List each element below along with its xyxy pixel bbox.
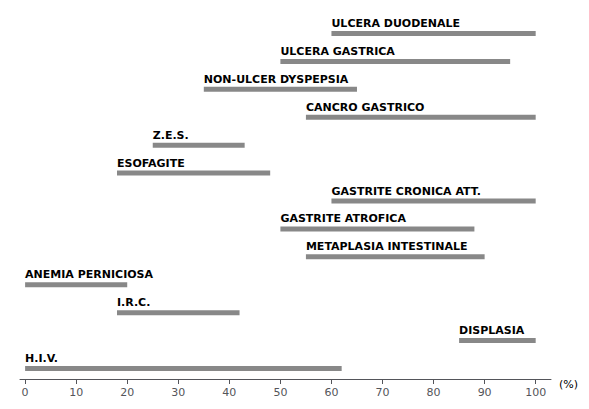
svg-text:50: 50 [273,386,287,399]
svg-text:100: 100 [525,386,546,399]
svg-text:90: 90 [478,386,492,399]
svg-text:30: 30 [171,386,185,399]
svg-text:CANCRO GASTRICO: CANCRO GASTRICO [306,101,424,114]
svg-text:60: 60 [324,386,338,399]
svg-text:70: 70 [376,386,390,399]
svg-text:ULCERA DUODENALE: ULCERA DUODENALE [331,17,460,30]
svg-text:DISPLASIA: DISPLASIA [459,324,525,337]
svg-text:ULCERA GASTRICA: ULCERA GASTRICA [280,45,395,58]
svg-text:0: 0 [22,386,29,399]
svg-text:I.R.C.: I.R.C. [117,296,150,309]
svg-text:GASTRITE ATROFICA: GASTRITE ATROFICA [280,212,406,225]
svg-text:GASTRITE CRONICA ATT.: GASTRITE CRONICA ATT. [331,185,480,198]
svg-text:METAPLASIA INTESTINALE: METAPLASIA INTESTINALE [306,240,468,253]
svg-text:(%): (%) [559,378,578,391]
svg-text:ANEMIA PERNICIOSA: ANEMIA PERNICIOSA [25,268,153,281]
svg-text:40: 40 [222,386,236,399]
svg-text:H.I.V.: H.I.V. [25,352,58,365]
svg-text:ESOFAGITE: ESOFAGITE [117,157,185,170]
svg-text:20: 20 [120,386,134,399]
svg-text:10: 10 [69,386,83,399]
svg-text:Z.E.S.: Z.E.S. [153,129,189,142]
svg-text:NON-ULCER DYSPEPSIA: NON-ULCER DYSPEPSIA [204,73,349,86]
svg-text:80: 80 [427,386,441,399]
